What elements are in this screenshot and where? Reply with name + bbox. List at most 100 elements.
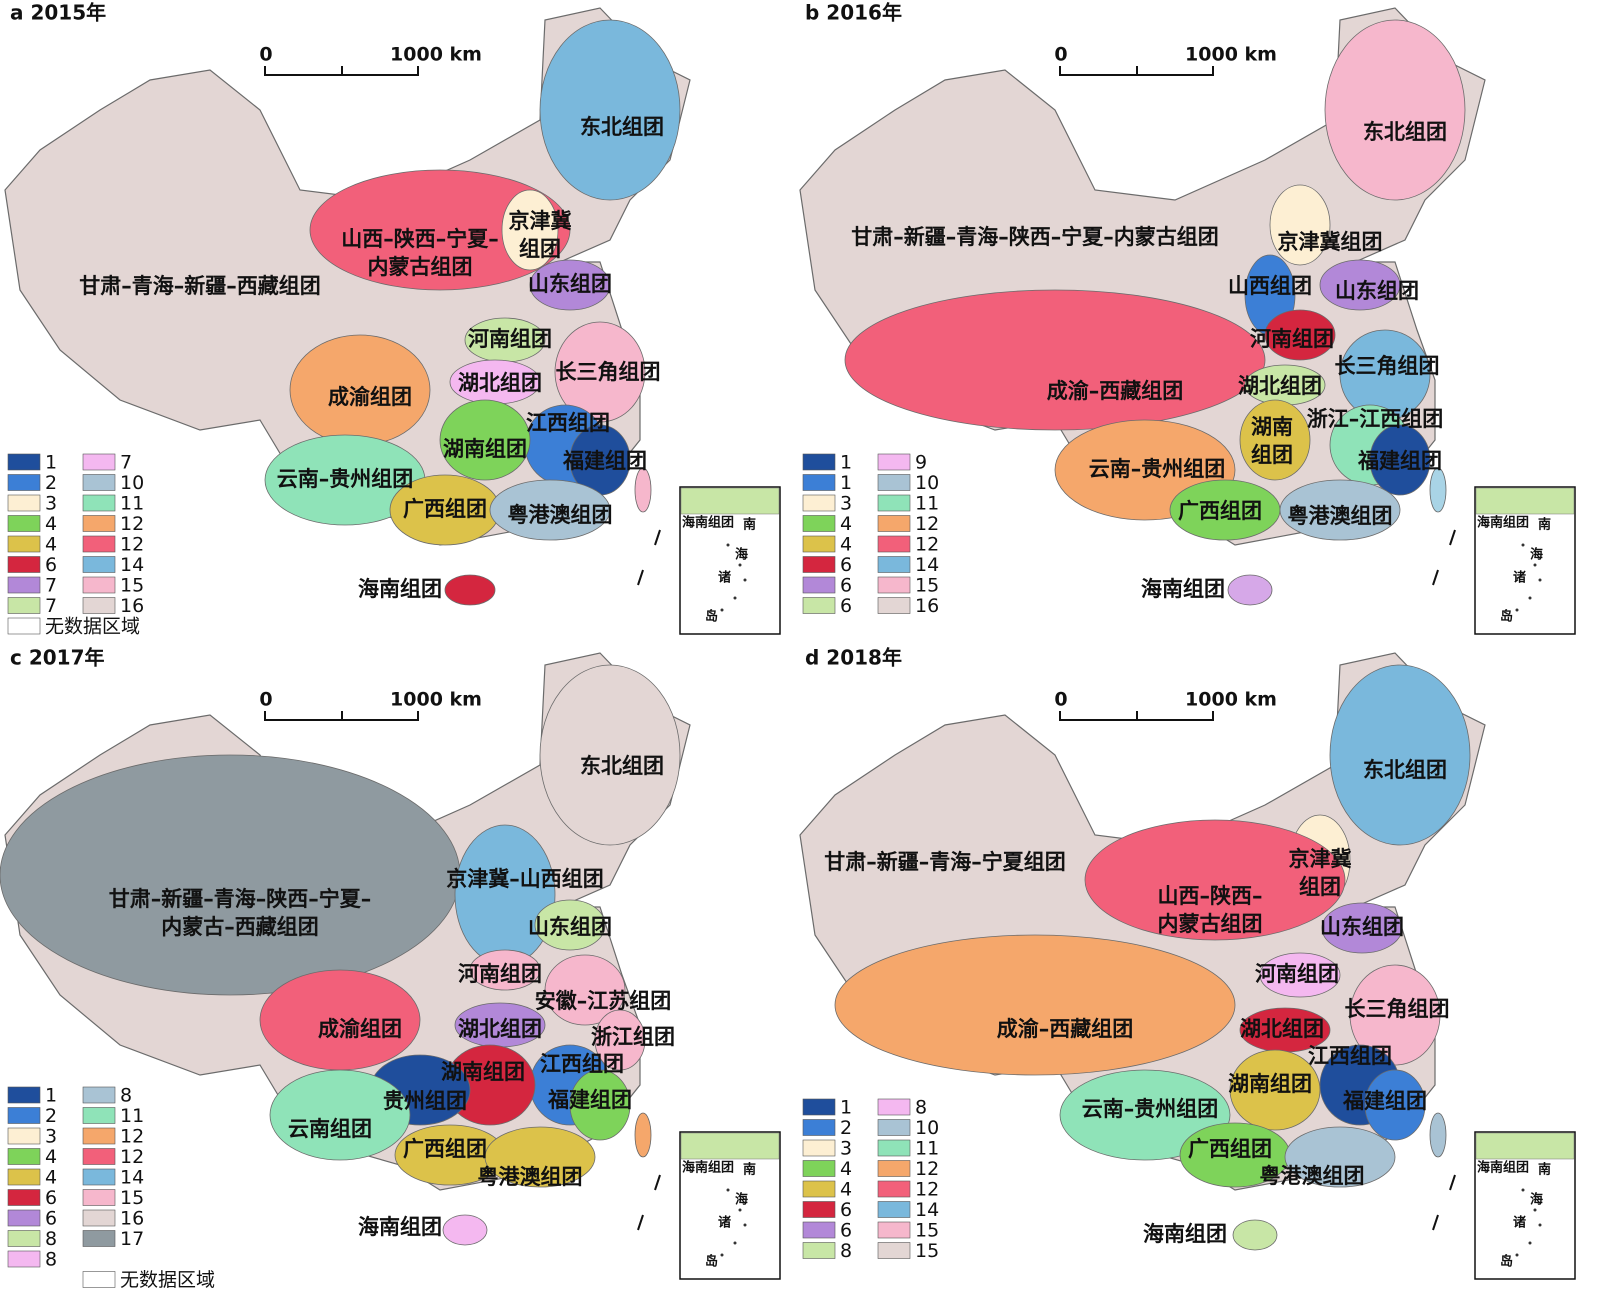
region-area	[1259, 952, 1341, 998]
legend-label: 4	[45, 1167, 57, 1189]
region-area	[554, 321, 646, 423]
region-label: 粤港澳组团	[508, 503, 613, 527]
region-area	[489, 479, 611, 541]
region-label: 成渝–西藏组团	[1047, 379, 1184, 403]
region-label: 湖南组团	[443, 437, 527, 461]
legend-swatch	[802, 1242, 836, 1259]
legend-label: 3	[45, 1126, 57, 1148]
inset-label: 海	[1530, 1192, 1543, 1208]
island-dot	[726, 543, 730, 547]
boundary-dash	[1432, 569, 1439, 586]
legend-label: 6	[45, 554, 57, 576]
region-area	[1084, 819, 1346, 941]
region-area	[1279, 479, 1401, 541]
legend-swatch	[877, 515, 911, 532]
scale-label: 1000 km	[1185, 44, 1277, 66]
legend-label: 14	[915, 1199, 939, 1221]
region-label: 海南组团	[358, 577, 442, 601]
inset-label: 诸	[718, 570, 731, 586]
legend-swatch	[877, 1160, 911, 1177]
legend-label: 4	[45, 534, 57, 556]
legend-swatch	[877, 1221, 911, 1239]
legend-swatch	[82, 576, 116, 594]
region-label: 粤港澳组团	[1288, 504, 1393, 528]
region-label: 贵州组团	[383, 1089, 467, 1113]
legend-label: 16	[120, 1208, 144, 1230]
region-label: 福建组团	[1357, 449, 1442, 473]
legend-swatch	[877, 494, 911, 512]
region-label: 海南组团	[358, 1215, 442, 1239]
region-label: 山东组团	[528, 272, 612, 296]
legend-swatch	[877, 535, 911, 553]
scale-label: 0	[259, 689, 272, 711]
legend-label: 12	[915, 513, 939, 535]
region-label: 成渝–西藏组团	[997, 1017, 1134, 1041]
region-label: 甘肃–青海–新疆–西藏组团	[79, 274, 321, 298]
legend-swatch	[7, 1230, 41, 1247]
legend-label: 8	[915, 1097, 927, 1119]
taiwan	[634, 467, 652, 513]
region-area	[1364, 1069, 1426, 1141]
legend-label: 12	[120, 513, 144, 535]
region-label: 广西组团	[1188, 1137, 1272, 1161]
region-area	[1319, 259, 1401, 311]
legend-label: 17	[120, 1228, 144, 1250]
legend-label: 15	[915, 575, 939, 597]
legend-label: 10	[120, 472, 144, 494]
region-label: 成渝组团	[318, 1017, 402, 1041]
legend-swatch	[82, 1271, 116, 1288]
legend-swatch	[82, 453, 116, 471]
legend-swatch	[802, 597, 836, 614]
legend-label: 12	[120, 534, 144, 556]
legend-label: 15	[120, 1187, 144, 1209]
legend-label: 12	[120, 1126, 144, 1148]
region-area	[0, 754, 461, 996]
legend-swatch	[802, 1201, 836, 1218]
legend-swatch	[877, 1242, 911, 1259]
region-label: 广西组团	[1178, 499, 1262, 523]
legend-swatch	[802, 1180, 836, 1198]
region-label: 河南组团	[458, 962, 542, 986]
island-dot	[1533, 1208, 1537, 1212]
region-label: 浙江组团	[591, 1025, 675, 1049]
inset-label: 南	[743, 517, 756, 533]
legend-swatch	[82, 1230, 116, 1247]
legend-label: 7	[45, 595, 57, 617]
region-label: 东北组团	[1363, 120, 1447, 144]
region-label: 山东组团	[1335, 279, 1419, 303]
legend-swatch	[877, 474, 911, 491]
region-label: 江西组团	[526, 411, 610, 435]
region-label: 湖南组团	[441, 1060, 525, 1084]
scale-label: 1000 km	[1185, 689, 1277, 711]
legend-swatch	[82, 1209, 116, 1227]
legend-label: 11	[120, 493, 144, 515]
inset-land	[1475, 487, 1575, 515]
region-label: 河南组团	[468, 327, 552, 351]
region-label: 组团	[519, 237, 561, 261]
region-label: 湖南	[1251, 415, 1293, 439]
island-dot	[1538, 578, 1542, 582]
panel-title: a 2015年	[10, 1, 106, 25]
legend-swatch	[802, 556, 836, 573]
panel-title: b 2016年	[805, 1, 902, 25]
region-label: 山西组团	[1228, 274, 1312, 298]
legend-label: 10	[915, 1117, 939, 1139]
legend-swatch	[82, 1127, 116, 1145]
legend-swatch	[877, 1139, 911, 1157]
region-label: 甘肃–新疆–青海–陕西–宁夏–	[109, 887, 372, 911]
region-area	[309, 169, 571, 291]
region-label: 东北组团	[580, 754, 664, 778]
legend-swatch	[7, 1127, 41, 1145]
legend-swatch	[82, 556, 116, 573]
legend-label: 16	[120, 595, 144, 617]
legend-label: 11	[120, 1105, 144, 1127]
legend-swatch	[802, 1119, 836, 1136]
region-label: 内蒙古组团	[1158, 912, 1263, 936]
region-label: 海南组团	[1143, 1222, 1227, 1246]
region-label: 组团	[1299, 875, 1341, 899]
region-label: 长三角组团	[1345, 997, 1450, 1021]
region-area	[539, 664, 681, 846]
legend-label: 14	[915, 554, 939, 576]
